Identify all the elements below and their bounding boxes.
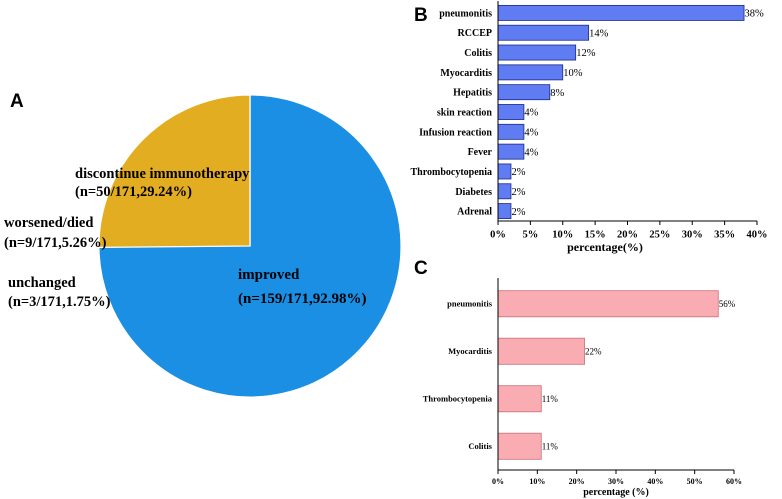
bar-colitis (497, 44, 577, 61)
x-tick-label: 35% (714, 230, 735, 241)
bar-diabetes (497, 183, 512, 200)
bar-colitis (497, 432, 542, 460)
data-label-hepatitis: 8% (550, 88, 564, 99)
bar-chart-c-axes: 0% 10% 20% 30% 40% 50% 60% (492, 278, 742, 486)
bar-chart-b-panel: B pneumonitis 38% RCCEP 14% Colitis 12% Myocar… (411, 1, 768, 254)
bar-chart-c-panel: C pneumonitis 56% Myocarditis 22% Thrombocyt… (414, 258, 742, 498)
data-label-diabetes: 2% (511, 187, 525, 198)
category-label-infusion-reaction: Infusion reaction (419, 127, 492, 138)
category-label-thrombocytopenia: Thrombocytopenia (411, 167, 493, 178)
x-tick-label: 30% (608, 477, 624, 486)
data-label-infusion-reaction: 4% (524, 127, 538, 138)
x-tick-label: 5% (523, 230, 539, 241)
pie-detail-worsened: (n=9/171,5.26%) (4, 235, 107, 251)
bar-rccep (497, 24, 590, 41)
bar-pneumonitis (497, 4, 745, 21)
x-tick-label: 10% (552, 230, 573, 241)
data-label-pneumonitis: 38% (745, 9, 765, 20)
bar-chart-b-axes: 0% 5% 10% 15% 20% 25% 30% 35% 40% (490, 1, 768, 241)
bar-fever (497, 143, 525, 160)
bar-myocarditis (497, 64, 564, 81)
category-label-pneumonitis: pneumonitis (439, 8, 492, 19)
data-label-adrenal: 2% (511, 207, 525, 218)
category-label-colitis: Colitis (464, 48, 492, 59)
data-label-thrombocytopenia: 11% (542, 394, 559, 404)
x-tick-label: 15% (585, 230, 606, 241)
bar-skin-reaction (497, 104, 525, 120)
panel-label-b: B (414, 5, 428, 26)
data-label-skin-reaction: 4% (524, 108, 538, 119)
x-tick-label: 50% (687, 477, 703, 486)
data-label-colitis: 12% (576, 48, 596, 59)
category-label-thrombocytopenia: Thrombocytopenia (423, 394, 493, 404)
category-label-hepatitis: Hepatitis (453, 88, 492, 99)
bar-adrenal (497, 203, 512, 220)
bar-chart-b-bars: pneumonitis 38% RCCEP 14% Colitis 12% Myocardi… (411, 4, 765, 220)
bar-chart-b-xlabel: percentage(%) (567, 240, 643, 254)
data-label-fever: 4% (524, 147, 538, 158)
pie-slice-discontinue-immunotherapy (98, 94, 251, 248)
x-tick-label: 40% (747, 230, 768, 241)
data-label-thrombocytopenia: 2% (511, 167, 525, 178)
pie-label-worsened: worsened/died (4, 215, 93, 231)
category-label-pneumonitis: pneumonitis (447, 299, 493, 309)
panel-label-c: C (414, 258, 428, 279)
bar-myocarditis (497, 337, 585, 365)
category-label-rccep: RCCEP (458, 28, 492, 39)
x-tick-label: 25% (649, 230, 670, 241)
x-tick-label: 0% (492, 477, 504, 486)
data-label-colitis: 11% (542, 441, 559, 451)
data-label-rccep: 14% (589, 28, 609, 39)
category-label-fever: Fever (468, 147, 493, 158)
x-tick-label: 30% (682, 230, 703, 241)
bar-chart-c-bars: pneumonitis 56% Myocarditis 22% Thrombocytop… (423, 290, 736, 460)
bar-pneumonitis (497, 290, 719, 318)
pie-detail-unchanged: (n=3/171,1.75%) (8, 294, 111, 310)
bar-thrombocytopenia (497, 385, 542, 413)
data-label-pneumonitis: 56% (719, 299, 736, 309)
category-label-adrenal: Adrenal (457, 207, 492, 218)
bar-thrombocytopenia (497, 163, 512, 180)
pie-detail-discontinue: (n=50/171,29.24%) (75, 184, 192, 200)
data-label-myocarditis: 10% (563, 68, 583, 79)
data-label-myocarditis: 22% (585, 346, 602, 356)
pie-label-improved: improved (238, 267, 300, 283)
x-tick-label: 0% (490, 230, 506, 241)
bar-chart-c-xlabel: percentage (%) (583, 487, 649, 498)
bar-infusion-reaction (497, 123, 525, 140)
category-label-myocarditis: Myocarditis (448, 346, 493, 356)
pie-chart-panel: A discontinue immunotherapy (n=50/171,29… (4, 91, 402, 398)
x-tick-label: 40% (647, 477, 663, 486)
category-label-colitis: Colitis (468, 441, 492, 451)
x-tick-label: 10% (529, 477, 545, 486)
panel-label-a: A (10, 91, 24, 112)
bar-hepatitis (497, 84, 551, 101)
pie-label-unchanged: unchanged (8, 275, 76, 291)
pie-detail-improved: (n=159/171,92.98%) (238, 291, 367, 307)
x-tick-label: 60% (726, 477, 742, 486)
pie-label-discontinue: discontinue immunotherapy (75, 166, 250, 182)
x-tick-label: 20% (617, 230, 638, 241)
category-label-diabetes: Diabetes (455, 187, 492, 198)
category-label-myocarditis: Myocarditis (440, 68, 492, 79)
x-tick-label: 20% (569, 477, 585, 486)
pie-slices (98, 94, 402, 398)
category-label-skin-reaction: skin reaction (437, 108, 493, 119)
